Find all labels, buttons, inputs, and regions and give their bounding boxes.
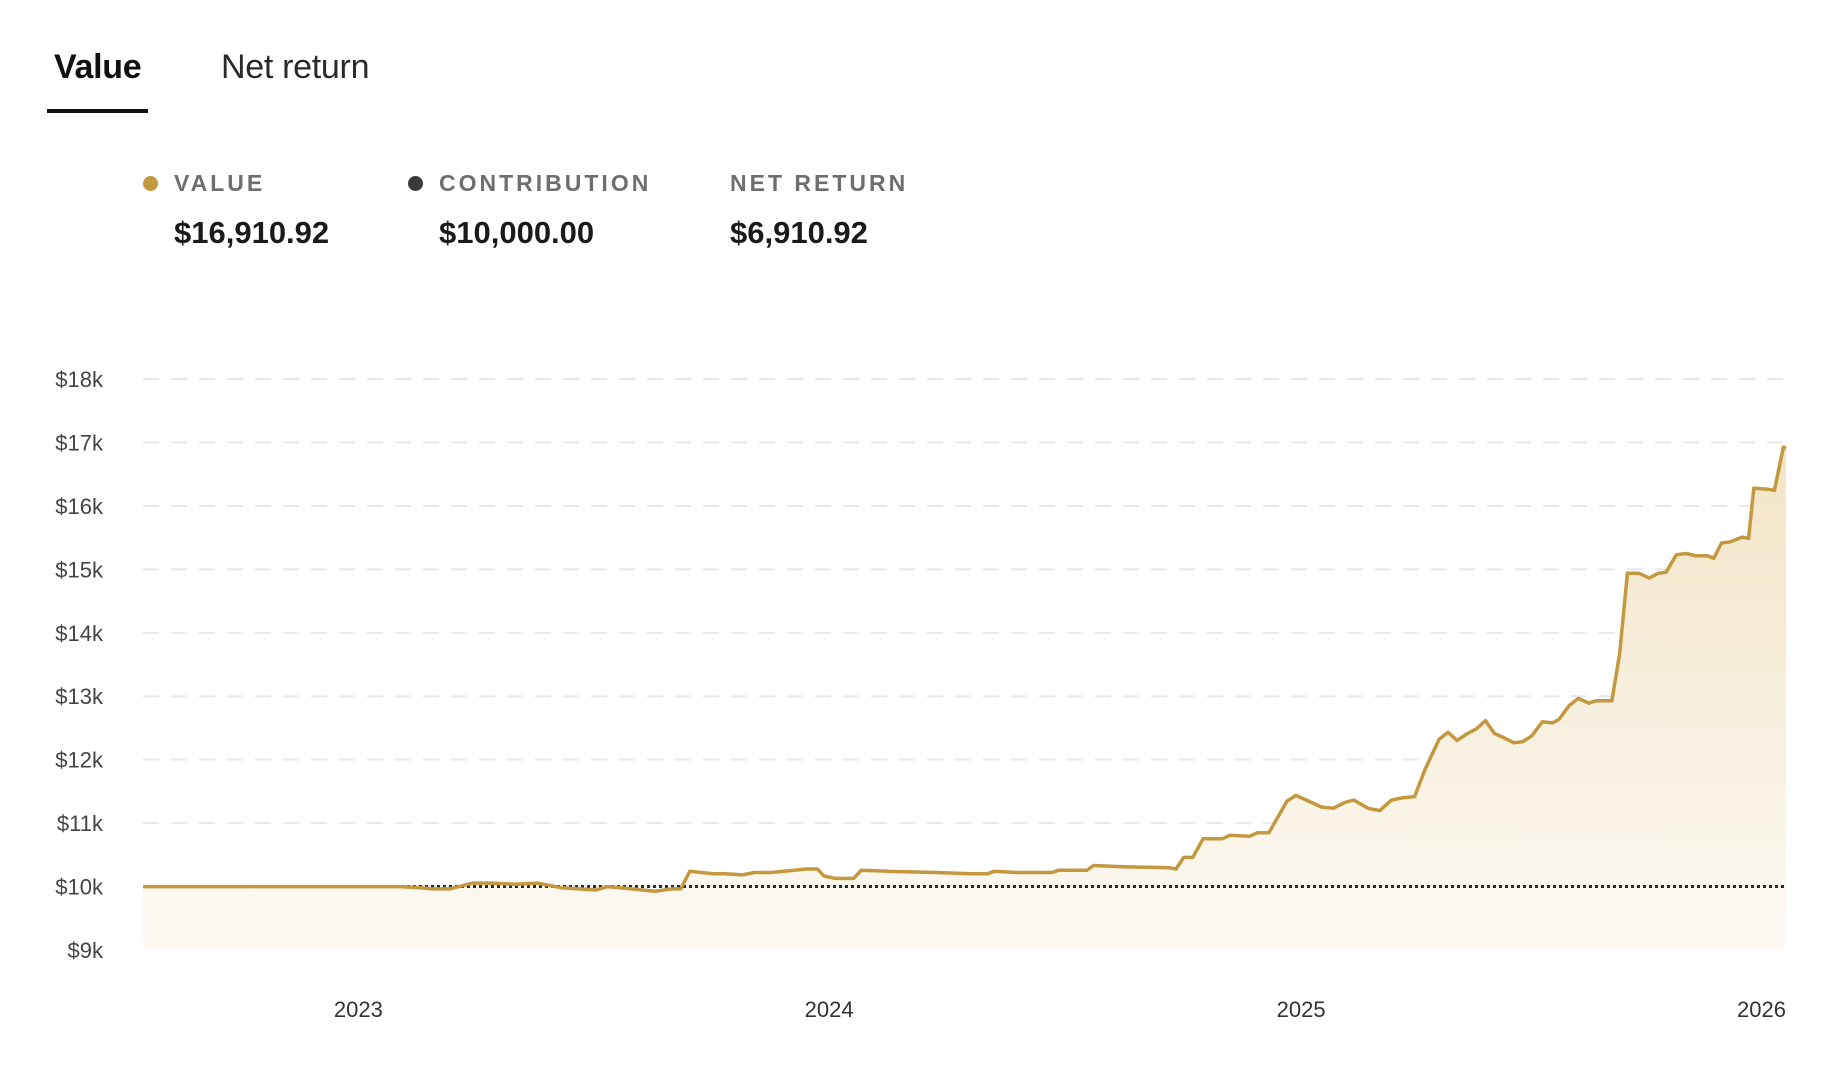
x-tick-label: 2024 [805, 997, 854, 1022]
legend-net-return-amount: $6,910.92 [730, 215, 868, 250]
value-area [143, 447, 1786, 950]
x-tick-label: 2023 [334, 997, 383, 1022]
x-tick-label: 2025 [1277, 997, 1326, 1022]
legend-contribution: CONTRIBUTION $10,000.00 [408, 170, 651, 251]
legend-net-return: NET RETURN $6,910.92 [730, 170, 908, 251]
legend-value: VALUE $16,910.92 [143, 170, 329, 251]
legend-value-amount: $16,910.92 [174, 215, 330, 250]
value-dot-icon [143, 176, 158, 191]
legend-contribution-amount: $10,000.00 [439, 215, 595, 250]
y-tick-label: $16k [55, 494, 104, 519]
y-tick-label: $10k [55, 875, 104, 900]
y-tick-label: $17k [55, 430, 104, 455]
y-tick-label: $15k [55, 557, 104, 582]
y-tick-label: $14k [55, 621, 104, 646]
y-tick-label: $11k [57, 811, 104, 836]
value-line [143, 445, 1787, 894]
y-tick-label: $12k [55, 748, 104, 773]
y-tick-label: $9k [68, 938, 104, 963]
legend-net-return-label: NET RETURN [730, 170, 909, 196]
contribution-dot-icon [408, 176, 423, 191]
legend-value-label: VALUE [174, 170, 266, 196]
legend-contribution-label: CONTRIBUTION [439, 170, 652, 196]
active-tab-indicator [47, 109, 148, 113]
y-tick-label: $18k [55, 367, 104, 392]
tab-net-return[interactable]: Net return [221, 48, 370, 86]
tab-value[interactable]: Value [54, 48, 142, 86]
y-tick-label: $13k [55, 684, 104, 709]
x-tick-label: 2026 [1737, 997, 1786, 1022]
